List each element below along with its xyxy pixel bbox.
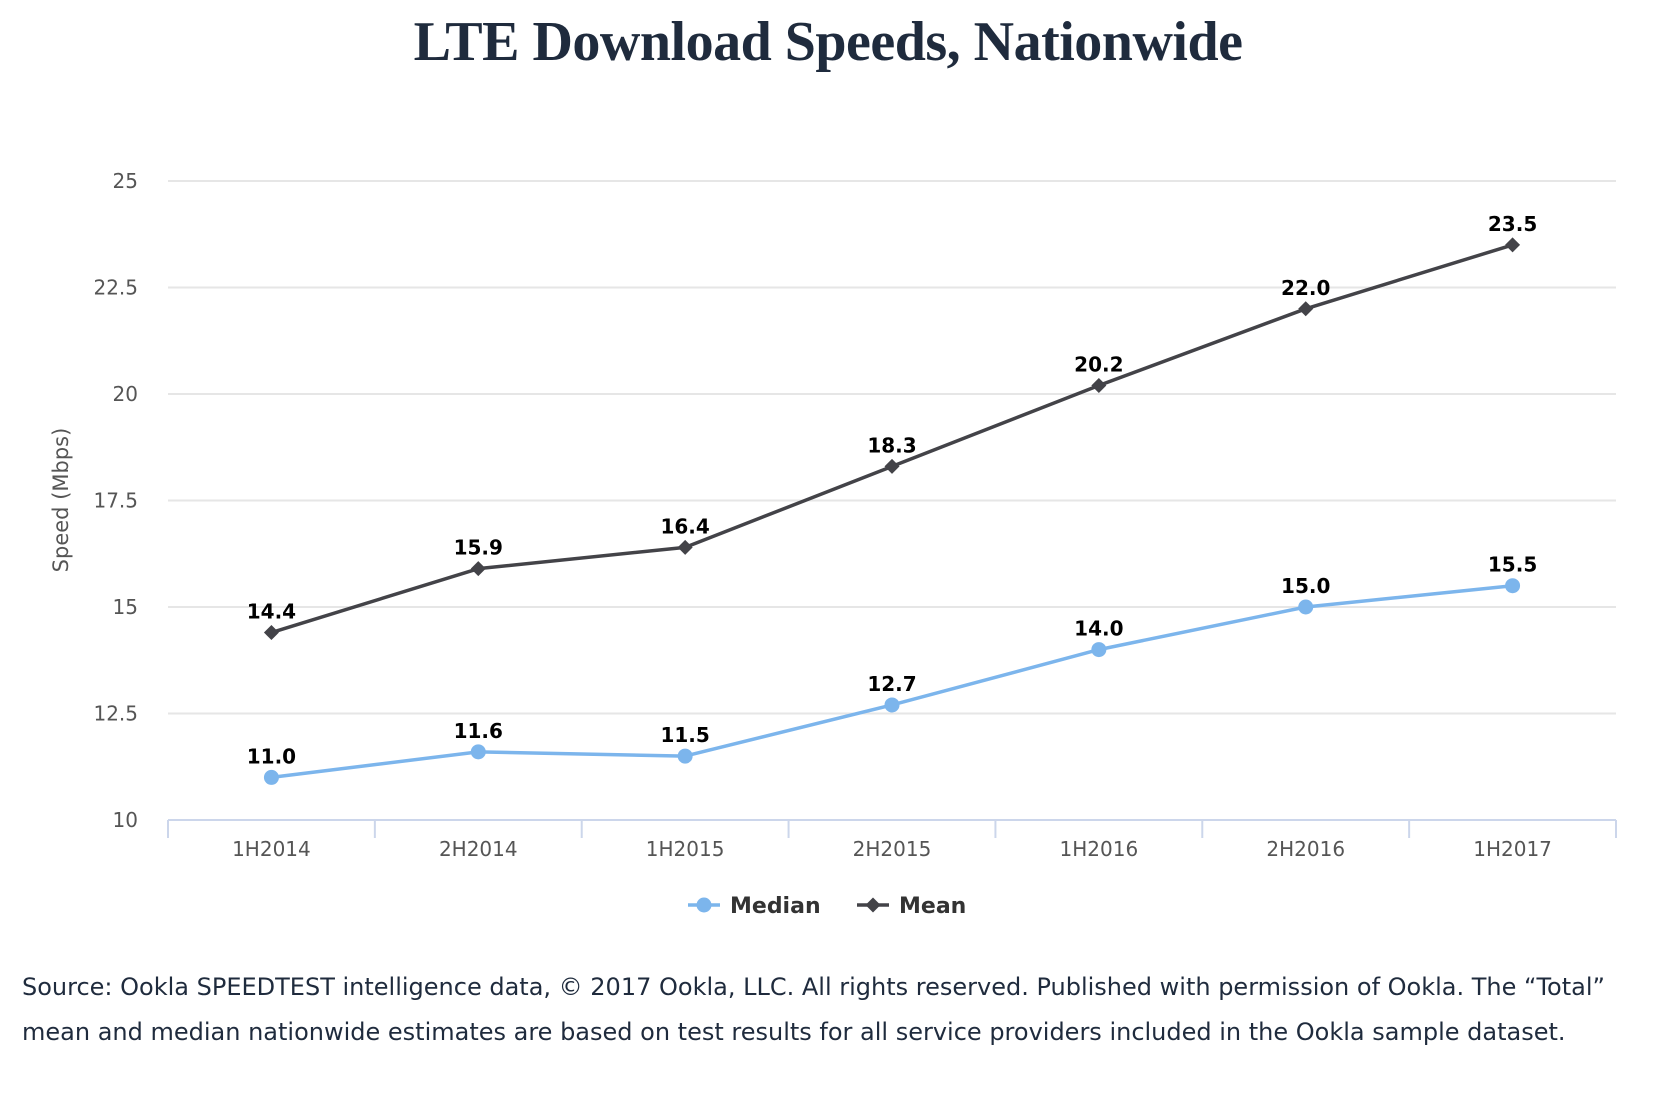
legend-item-mean[interactable]: Mean xyxy=(857,894,966,919)
source-note: Source: Ookla SPEEDTEST intelligence dat… xyxy=(22,965,1642,1055)
median-data-label: 12.7 xyxy=(867,672,916,696)
legend[interactable]: Median Mean xyxy=(688,894,966,919)
x-tick-label: 1H2017 xyxy=(1473,837,1552,861)
median-point[interactable] xyxy=(677,748,693,764)
circle-marker-icon xyxy=(696,897,712,913)
mean-point[interactable] xyxy=(884,458,900,474)
median-data-label: 15.0 xyxy=(1281,574,1330,598)
data-labels: 11.0 11.6 11.5 12.7 14.0 15.0 15.5 14.4 15.9 16.4… xyxy=(247,212,1538,769)
median-point[interactable] xyxy=(1505,578,1521,594)
mean-data-label: 16.4 xyxy=(660,514,709,538)
mean-point[interactable] xyxy=(470,561,486,577)
x-axis-ticks: 1H2014 2H2014 1H2015 2H2015 1H2016 2H2016 1H20… xyxy=(232,837,1552,861)
median-data-label: 14.0 xyxy=(1074,617,1123,641)
mean-point[interactable] xyxy=(1091,377,1107,393)
y-tick-label: 25 xyxy=(113,169,138,193)
median-point[interactable] xyxy=(1298,599,1314,615)
median-point[interactable] xyxy=(263,769,279,785)
y-tick-label: 10 xyxy=(113,808,138,832)
mean-data-label: 15.9 xyxy=(454,536,503,560)
y-axis-title: Speed (Mbps) xyxy=(49,428,73,573)
x-tick-label: 1H2015 xyxy=(646,837,725,861)
median-point[interactable] xyxy=(884,697,900,713)
mean-point[interactable] xyxy=(263,625,279,641)
mean-data-label: 18.3 xyxy=(867,433,916,457)
source-note-line2: The “Total” mean and median nationwide e… xyxy=(22,973,1605,1046)
source-note-line1: Source: Ookla SPEEDTEST intelligence dat… xyxy=(22,973,1465,1001)
x-tick-label: 2H2015 xyxy=(853,837,932,861)
y-tick-label: 15 xyxy=(113,595,138,619)
legend-label: Median xyxy=(730,894,821,919)
series-mean xyxy=(263,237,1521,641)
y-tick-label: 22.5 xyxy=(93,276,138,300)
median-point[interactable] xyxy=(1091,642,1107,658)
legend-label: Mean xyxy=(899,894,966,919)
x-axis xyxy=(167,819,1617,838)
x-tick-label: 2H2014 xyxy=(439,837,518,861)
x-tick-label: 1H2014 xyxy=(232,837,311,861)
gridlines xyxy=(168,180,1616,715)
x-tick-label: 1H2016 xyxy=(1060,837,1139,861)
median-data-label: 11.6 xyxy=(454,719,503,743)
chart-title: LTE Download Speeds, Nationwide xyxy=(413,11,1243,73)
series xyxy=(263,237,1521,785)
y-tick-label: 12.5 xyxy=(93,702,138,726)
mean-data-label: 22.0 xyxy=(1281,276,1330,300)
mean-point[interactable] xyxy=(677,539,693,555)
y-axis-ticks: 10 12.5 15 17.5 20 22.5 25 xyxy=(93,169,138,832)
line-chart: 10 12.5 15 17.5 20 22.5 25 1H2014 2H2014 1H2015 2… xyxy=(49,169,1617,919)
median-data-label: 11.5 xyxy=(660,723,709,747)
y-tick-label: 17.5 xyxy=(93,489,138,513)
mean-point[interactable] xyxy=(1505,237,1521,253)
mean-data-label: 23.5 xyxy=(1488,212,1537,236)
legend-item-median[interactable]: Median xyxy=(688,894,821,919)
y-tick-label: 20 xyxy=(113,382,138,406)
mean-data-label: 14.4 xyxy=(247,600,296,624)
median-point[interactable] xyxy=(470,744,486,760)
diamond-marker-icon xyxy=(865,897,881,913)
mean-data-label: 20.2 xyxy=(1074,352,1123,376)
median-data-label: 11.0 xyxy=(247,744,296,768)
mean-point[interactable] xyxy=(1298,301,1314,317)
median-data-label: 15.5 xyxy=(1488,553,1537,577)
x-tick-label: 2H2016 xyxy=(1266,837,1345,861)
series-median xyxy=(263,578,1521,785)
